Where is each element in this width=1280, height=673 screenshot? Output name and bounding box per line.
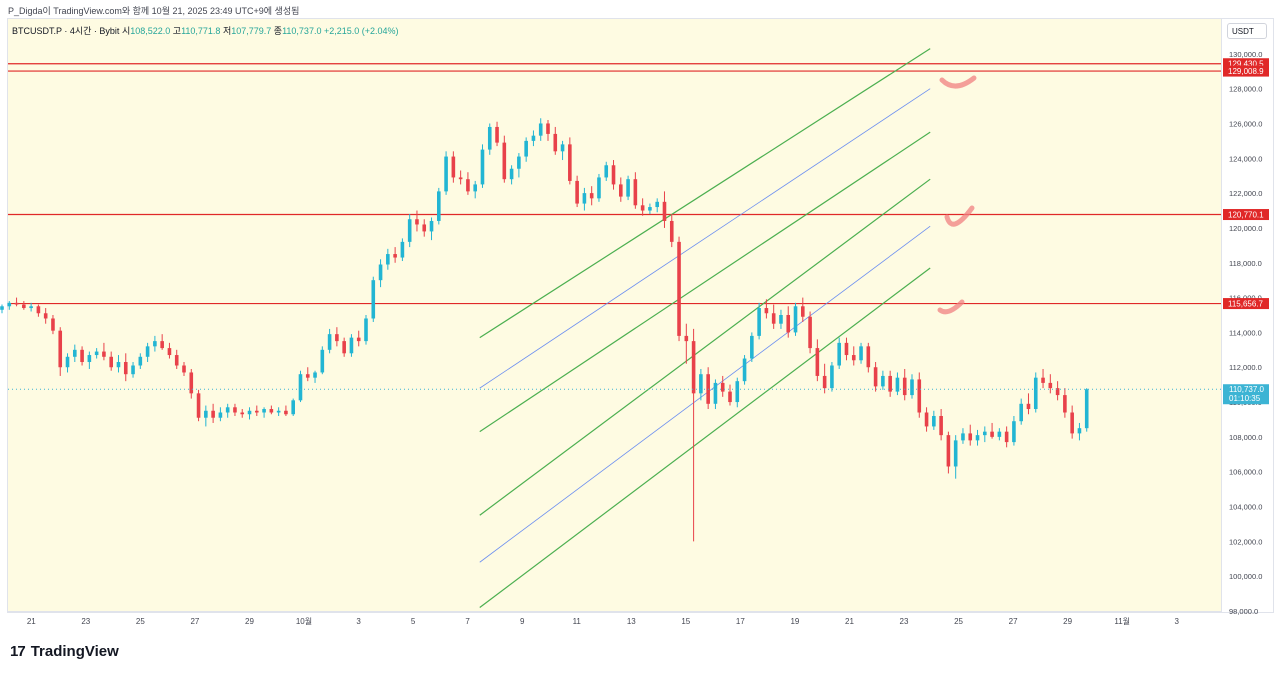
price-axis[interactable] — [1222, 18, 1274, 612]
candle-body — [0, 306, 4, 310]
time-axis[interactable] — [7, 612, 1274, 631]
legend-low-label: 저 — [222, 26, 232, 36]
chart-header-caption: P_Digda이 TradingView.com와 함께 10월 21, 202… — [8, 6, 300, 16]
legend-open: 108,522.0 — [130, 26, 171, 36]
tradingview-brand[interactable]: 17 TradingView — [10, 643, 119, 660]
legend-close: 110,737.0 — [282, 26, 322, 36]
legend-close-label: 종 — [273, 26, 283, 36]
currency-button[interactable]: USDT — [1227, 23, 1267, 39]
chart-area[interactable] — [7, 18, 1222, 612]
tradingview-logo-icon: 17 — [10, 643, 26, 660]
legend-low: 107,779.7 — [231, 26, 272, 36]
legend-symbol: BTCUSDT.P · 4시간 · Bybit — [12, 26, 120, 36]
legend-high: 110,771.8 — [181, 26, 221, 36]
brand-name: TradingView — [30, 643, 119, 660]
legend-open-label: 시 — [121, 26, 131, 36]
chart-legend: BTCUSDT.P · 4시간 · Bybit 시108,522.0 고110,… — [12, 24, 399, 37]
legend-change: +2,215.0 (+2.04%) — [323, 26, 399, 36]
legend-high-label: 고 — [172, 26, 182, 36]
